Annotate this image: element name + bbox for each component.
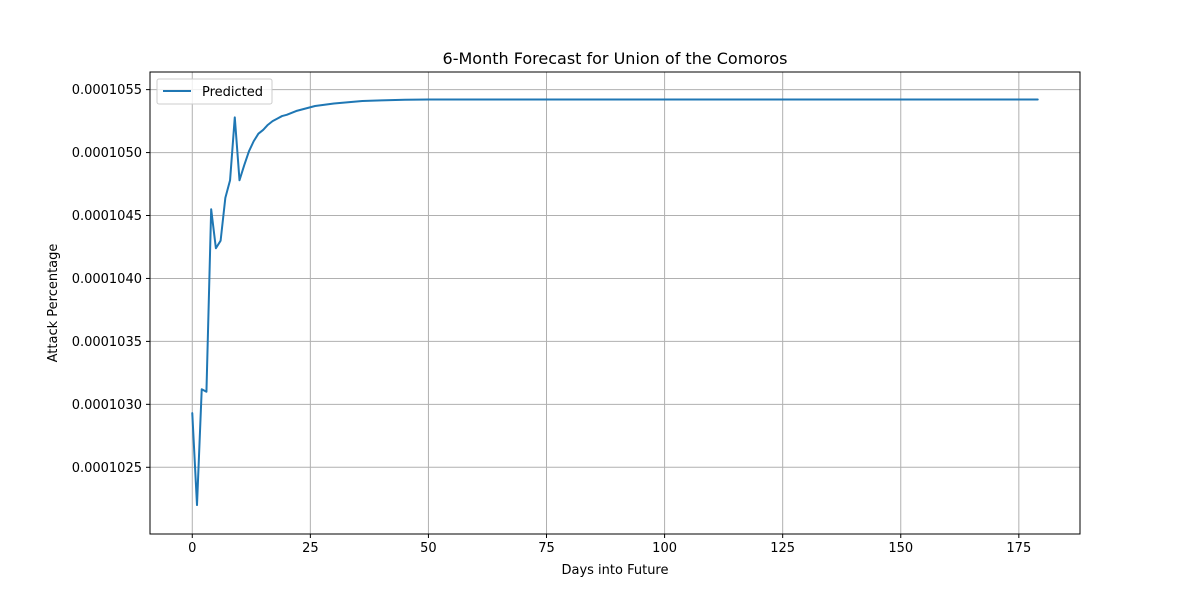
x-tick-label: 175 [1006, 541, 1031, 556]
legend-box [156, 78, 273, 105]
chart-title: 6-Month Forecast for Union of the Comoro… [443, 49, 788, 68]
y-tick-label: 0.0001030 [72, 398, 142, 413]
x-tick-label: 25 [302, 541, 319, 556]
plot-frame [149, 71, 1081, 535]
y-tick-label: 0.0001055 [72, 83, 142, 98]
x-tick-label: 125 [770, 541, 795, 556]
x-tick-label: 75 [538, 541, 555, 556]
legend-label-predicted: Predicted [202, 85, 263, 100]
y-tick-label: 0.0001040 [72, 272, 142, 287]
y-axis-label: Attack Percentage [46, 244, 61, 363]
series-layer [191, 98, 1039, 507]
y-axis: 0.0001025 0.0001030 0.0001035 0.0001040 0.00… [72, 83, 150, 476]
grid-lines [150, 72, 1080, 534]
series-line-predicted [191, 98, 1039, 507]
plot-area [150, 72, 1080, 534]
x-axis-label: Days into Future [561, 563, 668, 578]
x-tick-label: 150 [888, 541, 913, 556]
x-tick-label: 100 [652, 541, 677, 556]
y-tick-label: 0.0001045 [72, 209, 142, 224]
y-tick-label: 0.0001025 [72, 461, 142, 476]
y-tick-label: 0.0001050 [72, 146, 142, 161]
legend: Predicted [156, 78, 273, 105]
x-axis: 0 25 50 75 100 125 150 175 [188, 534, 1031, 556]
y-tick-label: 0.0001035 [72, 335, 142, 350]
x-tick-label: 50 [420, 541, 437, 556]
x-tick-label: 0 [188, 541, 196, 556]
